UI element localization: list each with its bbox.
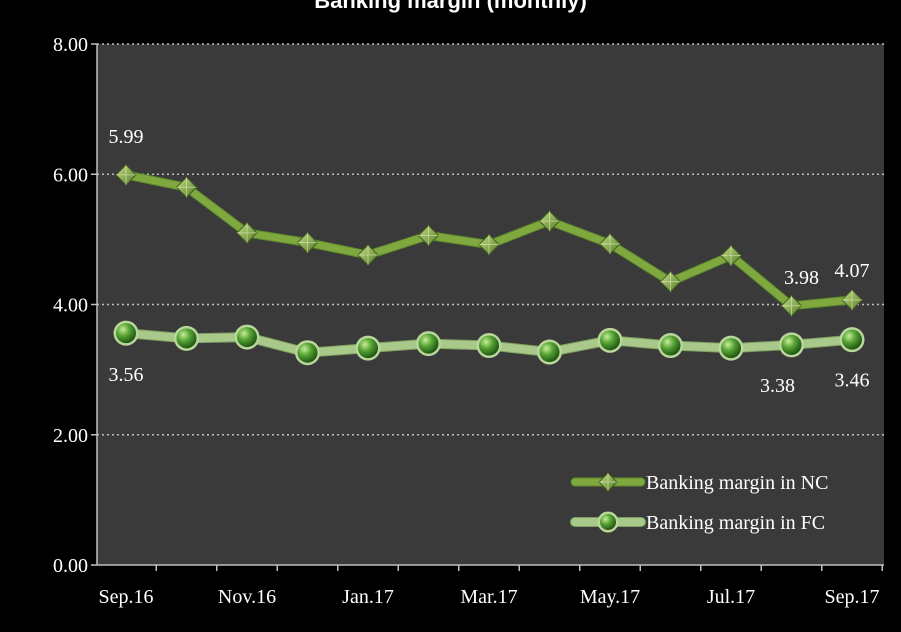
marker-ball — [539, 342, 560, 363]
legend-label-1: Banking margin in FC — [646, 512, 825, 534]
data-label: 3.46 — [835, 370, 870, 392]
diamond-facet — [418, 225, 439, 246]
marker-ball — [116, 323, 136, 344]
data-point-nc — [417, 224, 440, 247]
data-point-nc — [720, 244, 742, 267]
diamond-facet — [600, 233, 620, 254]
x-tick-label: May.17 — [580, 586, 640, 608]
data-point-nc — [841, 289, 863, 311]
data-point-fc — [718, 335, 744, 361]
diamond-facet — [599, 473, 617, 491]
data-point-nc — [538, 210, 561, 232]
diamond-facet — [237, 222, 257, 243]
x-tick-label: Mar.17 — [460, 586, 517, 608]
marker-ball — [600, 514, 616, 530]
marker-ball — [176, 328, 197, 349]
data-point-nc — [296, 231, 319, 254]
diamond-facet — [297, 232, 318, 253]
data-point-fc — [234, 324, 260, 350]
data-label: 3.98 — [784, 267, 819, 289]
data-label: 3.56 — [109, 364, 144, 386]
data-point-fc — [174, 325, 199, 351]
legend-marker-fc — [597, 511, 619, 533]
data-label: 4.07 — [835, 260, 870, 282]
diamond-facet — [176, 177, 197, 198]
data-point-nc — [236, 222, 258, 244]
diamond-facet — [479, 234, 499, 255]
marker-ball — [237, 327, 257, 348]
marker-ball — [297, 342, 318, 363]
marker-ball — [418, 333, 439, 354]
data-point-nc — [478, 233, 500, 256]
data-point-nc — [780, 295, 803, 317]
y-tick-label: 6.00 — [53, 164, 88, 186]
data-point-nc — [175, 176, 198, 198]
data-point-fc — [779, 332, 804, 358]
data-label: 3.38 — [760, 375, 795, 397]
data-point-fc — [537, 339, 562, 365]
y-tick-label: 2.00 — [53, 425, 88, 447]
data-point-fc — [476, 333, 502, 359]
marker-ball — [781, 334, 802, 355]
diamond-facet — [842, 289, 862, 310]
chart-title: Banking margin (monthly) — [314, 0, 587, 13]
diamond-facet — [721, 245, 741, 266]
data-point-nc — [357, 244, 379, 266]
data-point-fc — [355, 335, 381, 361]
data-point-fc — [658, 333, 683, 359]
y-tick-label: 0.00 — [53, 555, 88, 577]
diamond-facet — [660, 271, 681, 292]
x-tick-label: Sep.17 — [825, 586, 880, 608]
diamond-facet — [358, 245, 378, 266]
y-tick-label: 4.00 — [53, 295, 88, 317]
x-tick-label: Jan.17 — [342, 586, 394, 608]
data-point-nc — [599, 233, 621, 255]
legend-label-0: Banking margin in NC — [646, 472, 828, 494]
x-tick-label: Sep.16 — [99, 586, 154, 608]
legend-marker-nc — [598, 472, 618, 492]
diamond-facet — [116, 164, 136, 185]
marker-ball — [842, 329, 862, 350]
marker-ball — [721, 338, 741, 359]
data-point-nc — [659, 270, 682, 293]
marker-ball — [358, 338, 378, 359]
data-point-fc — [113, 320, 139, 346]
data-point-nc — [115, 164, 137, 186]
marker-ball — [600, 330, 620, 351]
diamond-facet — [539, 211, 560, 232]
y-tick-label: 8.00 — [53, 34, 88, 56]
x-tick-label: Nov.16 — [218, 586, 276, 608]
diamond-facet — [781, 295, 802, 316]
data-point-fc — [295, 340, 320, 366]
data-point-fc — [416, 331, 441, 357]
marker-ball — [479, 335, 499, 356]
data-label: 5.99 — [109, 126, 144, 148]
data-point-fc — [597, 327, 623, 353]
marker-ball — [660, 335, 681, 356]
data-point-fc — [839, 327, 865, 353]
x-tick-label: Jul.17 — [707, 586, 755, 608]
